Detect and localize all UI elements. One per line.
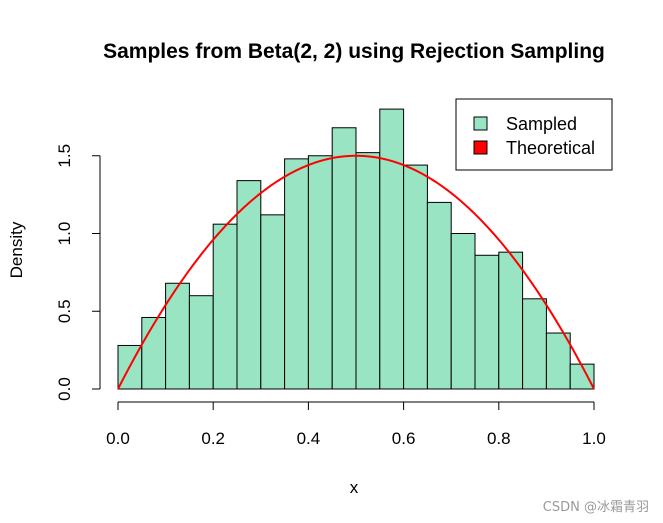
- x-axis-label: x: [350, 478, 359, 497]
- histogram-bar: [141, 316, 167, 390]
- legend-label: Theoretical: [506, 138, 595, 158]
- histogram-bar: [331, 127, 357, 390]
- y-axis-label: Density: [7, 221, 26, 278]
- legend-box: [455, 98, 613, 171]
- legend-label: Sampled: [506, 114, 577, 134]
- histogram-bar: [212, 223, 238, 390]
- histogram-bar: [188, 295, 214, 390]
- histogram-bar: [474, 254, 500, 390]
- chart-legend: Sampled Theoretical: [455, 98, 613, 171]
- x-tick-label: 0.2: [201, 429, 225, 448]
- y-tick-label: 0.5: [55, 299, 74, 323]
- y-tick-label: 1.0: [55, 222, 74, 246]
- histogram-bar: [545, 332, 571, 390]
- x-tick-label: 0.8: [487, 429, 511, 448]
- x-tick-label: 0.4: [297, 429, 321, 448]
- y-axis: 0.0 0.5 1.0 1.5: [55, 144, 101, 401]
- histogram-bar: [522, 298, 547, 390]
- watermark: CSDN @冰霜青羽: [542, 500, 649, 515]
- histogram-bar: [307, 155, 333, 390]
- histogram-bar: [284, 158, 309, 390]
- histogram-bar: [569, 363, 595, 390]
- histogram-bar: [355, 152, 381, 390]
- y-tick-label: 1.5: [55, 144, 74, 168]
- histogram-bars: [117, 108, 595, 390]
- histogram-bar: [450, 233, 476, 390]
- histogram-bar: [498, 251, 524, 390]
- x-tick-label: 0.0: [106, 429, 130, 448]
- histogram-bar: [379, 108, 405, 390]
- histogram-bar: [260, 214, 286, 390]
- legend-swatch: [473, 116, 488, 131]
- x-axis: 0.0 0.2 0.4 0.6 0.8 1.0: [106, 401, 606, 448]
- histogram-bar: [403, 164, 428, 390]
- y-tick-label: 0.0: [55, 377, 74, 401]
- legend-swatch: [473, 140, 488, 155]
- x-tick-label: 0.6: [392, 429, 416, 448]
- chart-title: Samples from Beta(2, 2) using Rejection …: [103, 40, 605, 63]
- theoretical-density-curve: [117, 154, 595, 390]
- histogram-bar: [426, 201, 452, 390]
- x-tick-label: 1.0: [582, 429, 606, 448]
